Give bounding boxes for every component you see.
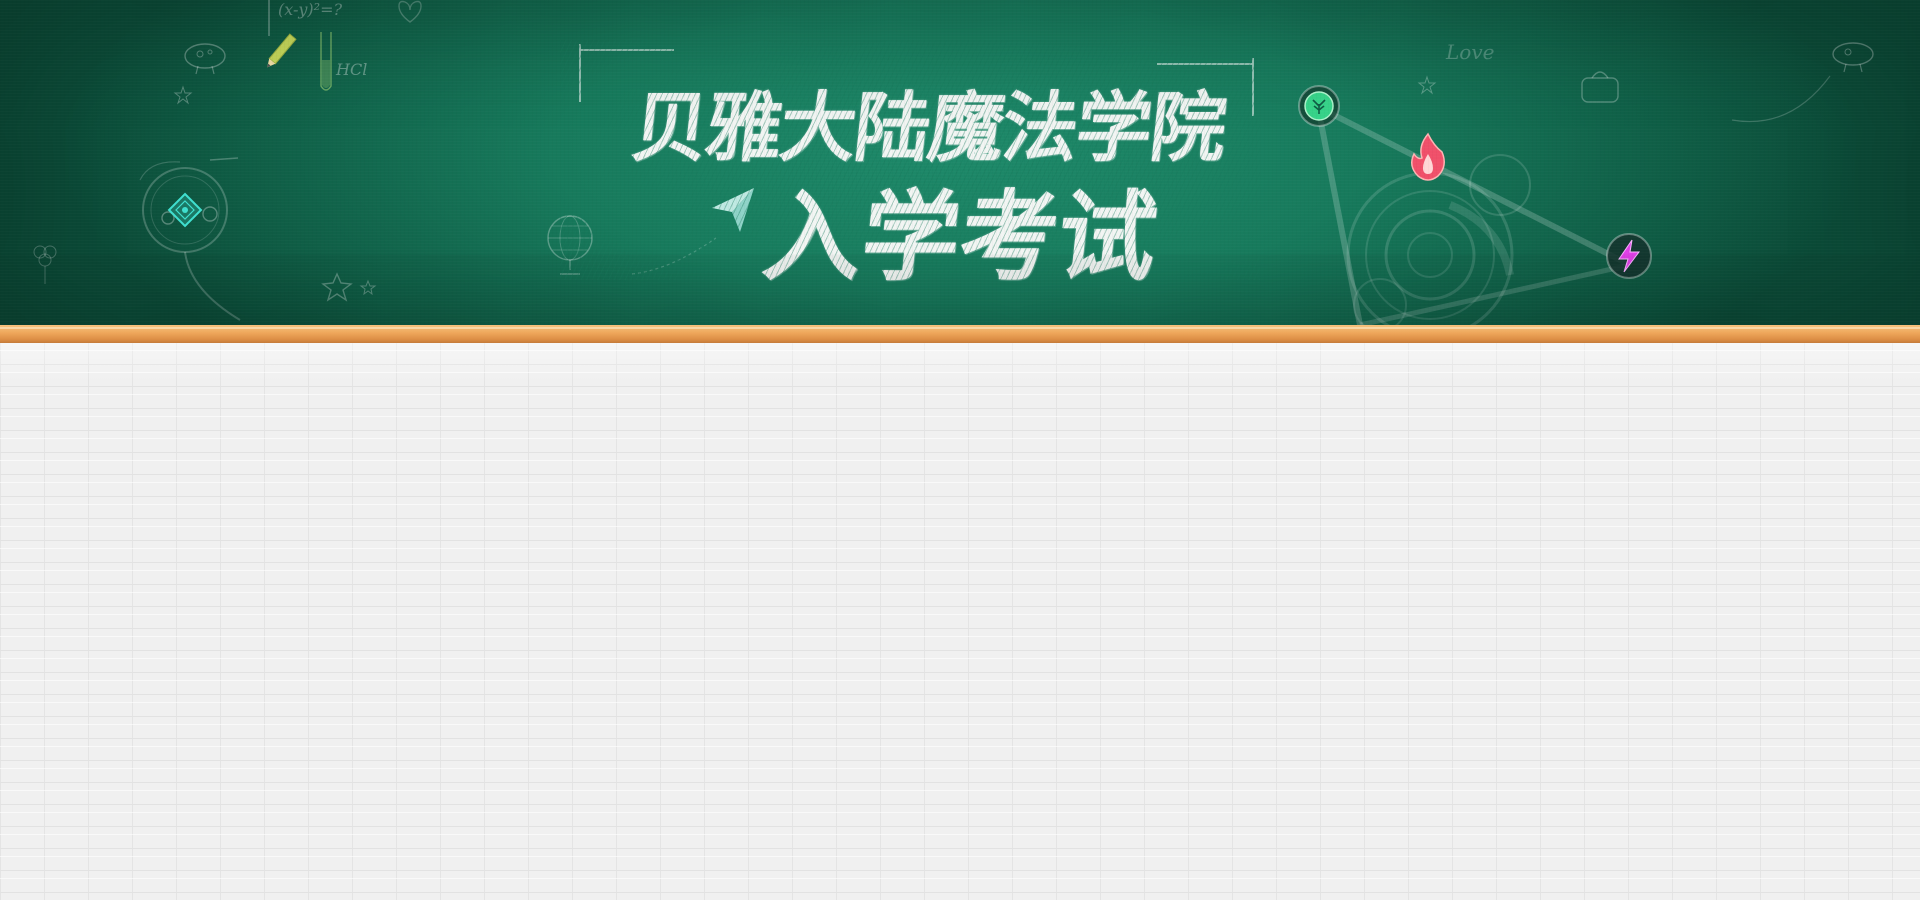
clover-doodle [28, 240, 60, 286]
formula-doodle: (x-y)²=? [278, 0, 342, 19]
chem-text: HCl [336, 60, 367, 79]
love-doodle: Love [1446, 40, 1494, 64]
paper-plane-icon [710, 186, 758, 236]
test-tube-icon [318, 30, 334, 94]
star-doodle-2 [320, 272, 354, 302]
lightning-emblem-icon [1605, 232, 1653, 280]
chalk-ledge [0, 325, 1920, 343]
fire-emblem-icon [1408, 132, 1448, 182]
mushroom-doodle [180, 40, 230, 76]
diamond-emblem-icon [167, 192, 203, 228]
rune-circle-left [120, 150, 260, 325]
title-bracket-left [578, 40, 678, 104]
chem-label: HCl [336, 60, 368, 79]
star-doodle [173, 85, 193, 105]
vertical-line-doodle [268, 0, 272, 40]
brick-wall [0, 343, 1920, 900]
bag-doodle [1578, 66, 1622, 106]
title-bracket-right [1155, 56, 1255, 120]
banner-title: 贝雅大陆魔法学院 入学考试 [560, 40, 1260, 295]
curve-doodle-right [1730, 70, 1840, 130]
star-doodle-4 [1417, 75, 1437, 95]
star-doodle-3 [359, 279, 377, 296]
mushroom-doodle-right [1828, 40, 1878, 76]
magic-circle [1300, 95, 1632, 325]
pencil-icon [258, 30, 302, 74]
blackboard-banner: (x-y)²=? HCl [0, 0, 1920, 325]
title-exam: 入学考试 [758, 181, 1163, 295]
heart-doodle [395, 0, 425, 24]
tree-emblem-icon [1297, 84, 1341, 128]
globe-icon [540, 208, 600, 280]
formula-text: (x-y)²=? [278, 0, 343, 19]
love-text: Love [1446, 40, 1495, 64]
plane-trail-doodle [630, 230, 720, 280]
